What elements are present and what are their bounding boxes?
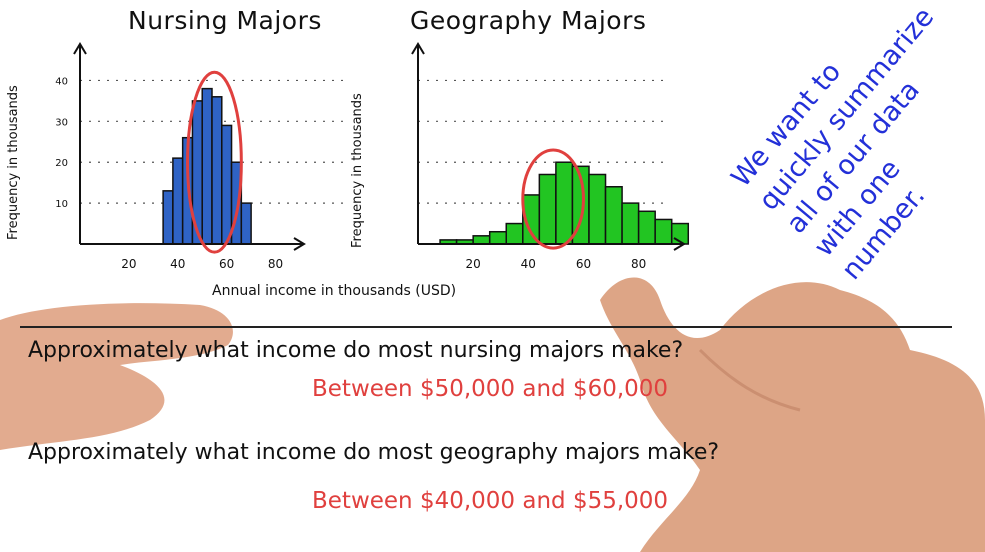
y-tick-label: 10 xyxy=(55,199,68,210)
highlight-circle xyxy=(521,148,585,250)
histogram-bar xyxy=(654,218,673,245)
left-hand xyxy=(0,303,233,450)
y-tick-label: 40 xyxy=(55,76,68,87)
x-tick-label: 20 xyxy=(121,257,136,271)
right-hand xyxy=(600,277,985,552)
nursing-y-axis-label: Frequency in thousands xyxy=(6,85,21,240)
y-axis-arrow xyxy=(411,42,425,55)
histogram-bar xyxy=(588,173,607,245)
section-divider xyxy=(20,326,952,328)
x-axis-arrow xyxy=(673,237,686,251)
histogram-bar xyxy=(472,235,491,245)
finger-crease xyxy=(698,348,801,412)
histogram-bar xyxy=(240,202,252,245)
answer-1: Between $50,000 and $60,000 xyxy=(312,376,669,402)
shared-x-axis-label: Annual income in thousands (USD) xyxy=(212,283,457,299)
highlight-circle xyxy=(186,70,243,254)
histogram-bar xyxy=(201,87,213,245)
geography-chart: 20 40 60 80 xyxy=(411,42,690,271)
histogram-bar xyxy=(488,230,508,245)
histogram-bar xyxy=(555,161,574,245)
x-tick-label: 80 xyxy=(268,257,283,271)
histogram-bar xyxy=(505,222,524,245)
y-axis-arrow xyxy=(73,42,87,55)
x-tick-label: 20 xyxy=(466,257,481,271)
x-tick-label: 60 xyxy=(576,257,591,271)
nursing-chart: 20 40 60 80 10 20 30 40 xyxy=(55,42,350,271)
histogram-bar xyxy=(604,186,623,245)
histogram-bar xyxy=(637,210,656,245)
x-axis-arrow xyxy=(293,237,306,251)
histogram-bar xyxy=(621,202,640,245)
y-tick-label: 20 xyxy=(55,158,68,169)
question-1: Approximately what income do most nursin… xyxy=(28,338,684,363)
y-tick-label: 30 xyxy=(55,117,68,128)
x-tick-label: 40 xyxy=(521,257,536,271)
histogram-bar xyxy=(172,157,184,245)
answer-2: Between $40,000 and $55,000 xyxy=(312,488,669,514)
nursing-chart-title: Nursing Majors xyxy=(128,6,322,35)
histogram-bar xyxy=(211,96,223,245)
question-2: Approximately what income do most geogra… xyxy=(28,440,720,465)
geography-chart-title: Geography Majors xyxy=(410,6,647,35)
x-tick-label: 60 xyxy=(219,257,234,271)
histogram-bar xyxy=(221,124,233,245)
geography-y-axis-label: Frequency in thousands xyxy=(350,93,365,248)
histogram-bar xyxy=(538,173,557,245)
hands-illustration xyxy=(0,277,985,552)
histogram-bar xyxy=(162,190,174,245)
x-tick-label: 80 xyxy=(631,257,646,271)
x-tick-label: 40 xyxy=(170,257,185,271)
